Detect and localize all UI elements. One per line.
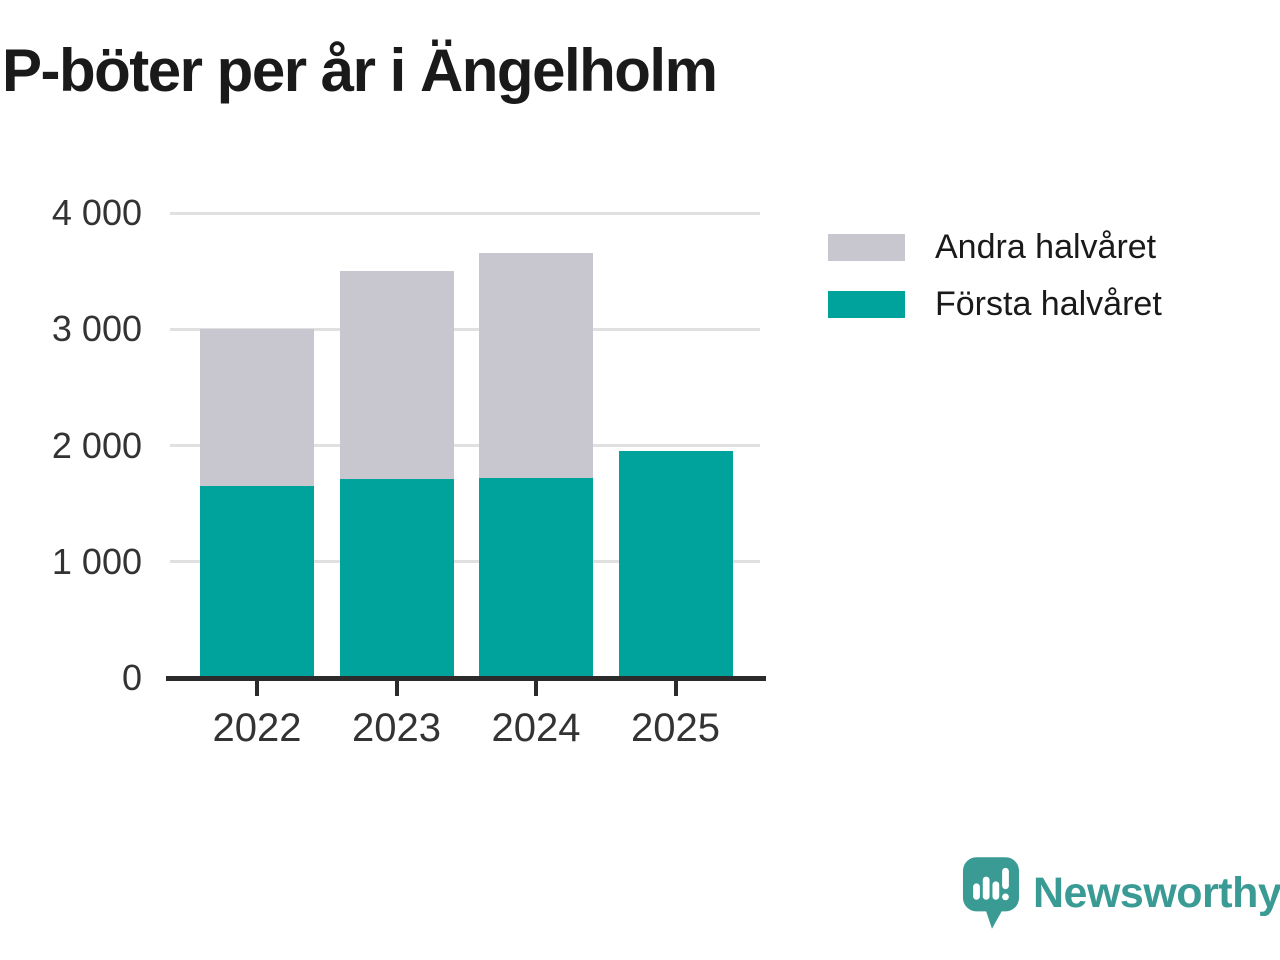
legend-item-forsta-halvaret: Första halvåret xyxy=(828,284,1162,324)
x-axis-tick-2024 xyxy=(534,681,538,696)
y-axis-label-2000: 2 000 xyxy=(51,424,142,466)
gridline-2000 xyxy=(170,444,760,448)
bar-2025-första-halvåret xyxy=(618,451,733,678)
gridline-4000 xyxy=(170,211,760,215)
legend-item-andra-halvaret: Andra halvåret xyxy=(828,227,1162,267)
x-axis-tick-2022 xyxy=(255,681,259,696)
x-axis-label-2024: 2024 xyxy=(491,706,581,750)
x-axis-tick-2023 xyxy=(394,681,399,696)
bar-2023-första-halvåret xyxy=(339,479,454,678)
gridline-3000 xyxy=(170,327,760,331)
legend-swatch-andra-halvaret xyxy=(828,233,905,261)
newsworthy-wordmark: Newsworthy xyxy=(1033,868,1280,917)
y-axis-label-3000: 3 000 xyxy=(51,308,142,350)
legend-label-forsta-halvaret: Första halvåret xyxy=(935,284,1162,323)
bar-2023-andra-halvåret xyxy=(339,271,454,480)
legend: Andra halvåret Första halvåret xyxy=(828,227,1162,324)
y-axis-label-0: 0 xyxy=(121,657,142,698)
bar-2024-andra-halvåret xyxy=(479,252,593,479)
bar-2022-första-halvåret xyxy=(200,486,314,678)
gridline-1000 xyxy=(170,560,760,564)
bar-2024-första-halvåret xyxy=(479,478,593,678)
newsworthy-icon xyxy=(962,857,1020,929)
y-axis-label-4000: 4 000 xyxy=(51,192,142,234)
chart-title: P-böter per år i Ängelholm xyxy=(2,37,718,104)
y-axis-label-1000: 1 000 xyxy=(51,540,142,582)
legend-label-andra-halvaret: Andra halvåret xyxy=(935,227,1157,266)
x-axis-label-2023: 2023 xyxy=(352,706,441,750)
x-axis-line xyxy=(166,676,766,681)
bar-2022-andra-halvåret xyxy=(200,329,314,487)
x-axis-label-2022: 2022 xyxy=(212,706,302,750)
x-axis-tick-2025 xyxy=(673,681,678,696)
newsworthy-logo: Newsworthy xyxy=(962,856,1280,930)
legend-swatch-forsta-halvaret xyxy=(828,290,905,318)
x-axis-label-2025: 2025 xyxy=(631,706,720,750)
